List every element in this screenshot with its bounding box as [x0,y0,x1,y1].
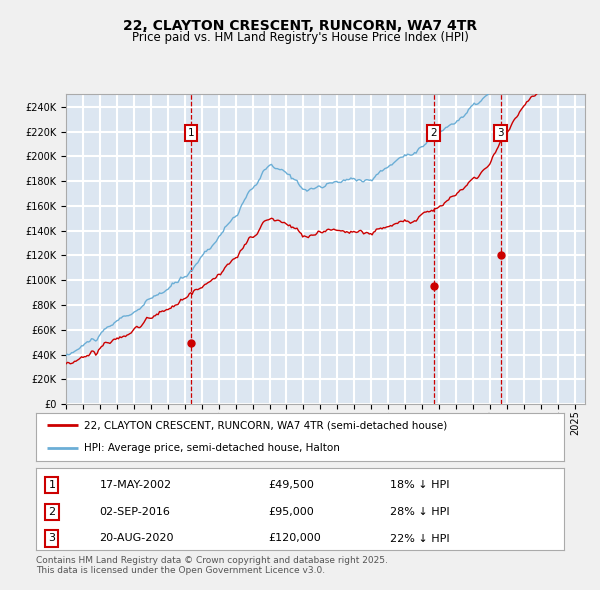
Text: 28% ↓ HPI: 28% ↓ HPI [390,507,449,517]
Text: 1: 1 [49,480,55,490]
Text: Contains HM Land Registry data © Crown copyright and database right 2025.
This d: Contains HM Land Registry data © Crown c… [36,556,388,575]
Text: 1: 1 [188,128,194,138]
Text: 02-SEP-2016: 02-SEP-2016 [100,507,170,517]
Text: £49,500: £49,500 [268,480,314,490]
Text: 2: 2 [48,507,55,517]
Text: 3: 3 [497,128,504,138]
Text: Price paid vs. HM Land Registry's House Price Index (HPI): Price paid vs. HM Land Registry's House … [131,31,469,44]
Text: 2: 2 [430,128,437,138]
Text: 18% ↓ HPI: 18% ↓ HPI [390,480,449,490]
Text: 20-AUG-2020: 20-AUG-2020 [100,533,174,543]
Text: HPI: Average price, semi-detached house, Halton: HPI: Average price, semi-detached house,… [83,443,340,453]
Text: 3: 3 [49,533,55,543]
Text: 17-MAY-2002: 17-MAY-2002 [100,480,172,490]
Text: £95,000: £95,000 [268,507,314,517]
Text: 22, CLAYTON CRESCENT, RUNCORN, WA7 4TR (semi-detached house): 22, CLAYTON CRESCENT, RUNCORN, WA7 4TR (… [83,420,447,430]
Text: 22, CLAYTON CRESCENT, RUNCORN, WA7 4TR: 22, CLAYTON CRESCENT, RUNCORN, WA7 4TR [123,19,477,33]
Text: £120,000: £120,000 [268,533,321,543]
Text: 22% ↓ HPI: 22% ↓ HPI [390,533,449,543]
